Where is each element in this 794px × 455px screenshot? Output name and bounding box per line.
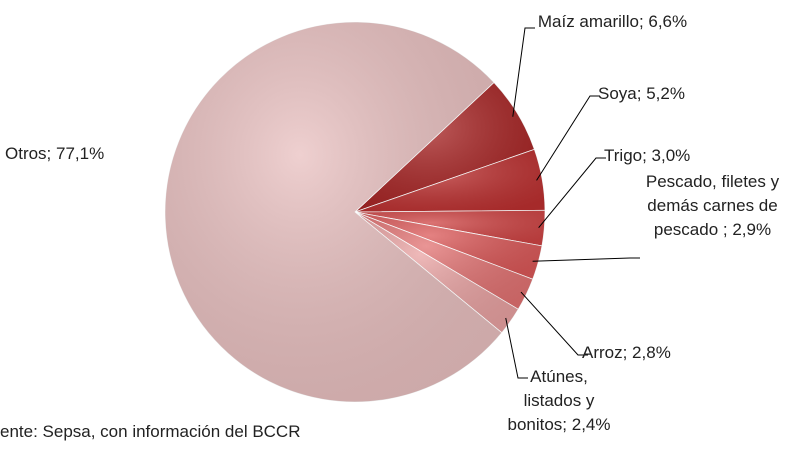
- leader-line: [536, 95, 600, 181]
- slice-shine: [355, 212, 533, 310]
- leader-line: [538, 157, 606, 228]
- data-label: Maíz amarillo; 6,6%: [537, 12, 688, 31]
- data-label: Trigo; 3,0%: [604, 146, 691, 165]
- data-label: Arroz; 2,8%: [582, 343, 671, 362]
- data-label: Soya; 5,2%: [598, 84, 685, 103]
- leader-line: [505, 317, 528, 379]
- source-note: ente: Sepsa, con información del BCCR: [0, 422, 301, 441]
- leader-line: [520, 291, 588, 356]
- data-label: Otros; 77,1%: [5, 144, 105, 163]
- slice-shine: [355, 82, 535, 212]
- slice-shine: [355, 212, 542, 280]
- leader-line: [512, 27, 535, 117]
- data-label: Atúnes, listados y bonitos; 2,4%: [507, 367, 611, 434]
- slice-shine: [355, 210, 545, 246]
- leader-line: [532, 257, 640, 262]
- slice-shine: [355, 212, 519, 333]
- data-label: Pescado, filetes y demás carnes de pesca…: [645, 172, 780, 239]
- slice-shine: [165, 21, 502, 403]
- slice-shine: [355, 149, 545, 212]
